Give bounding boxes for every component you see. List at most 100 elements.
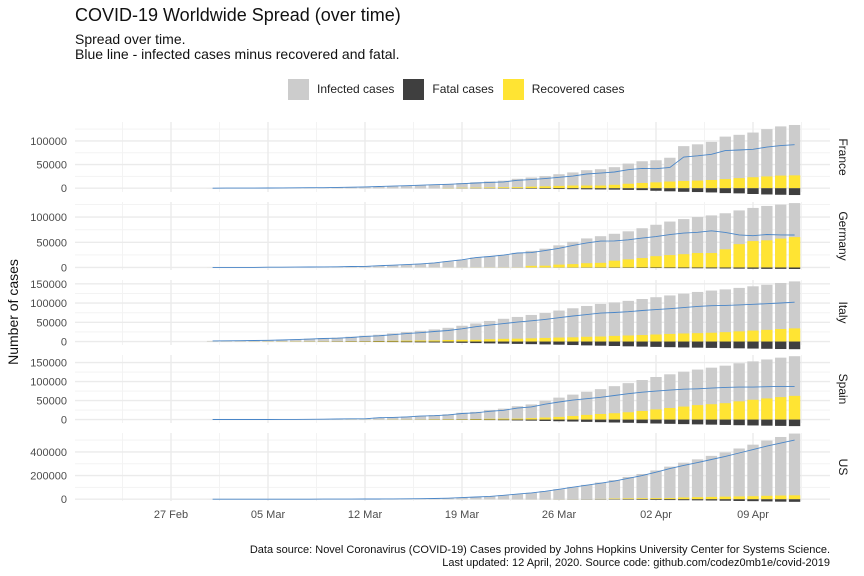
y-tick-label: 150000 xyxy=(30,358,67,370)
bar-recovered xyxy=(733,331,745,342)
bar-infected xyxy=(581,305,593,342)
bar-recovered xyxy=(761,176,773,189)
bar-fatal xyxy=(650,267,662,269)
bar-infected xyxy=(705,367,718,420)
bar-infected xyxy=(664,466,676,500)
bar-infected xyxy=(511,252,524,268)
bar-fatal xyxy=(581,188,593,190)
y-tick-label: 100000 xyxy=(30,136,67,148)
legend-label-fatal: Fatal cases xyxy=(432,82,494,96)
bar-recovered xyxy=(719,249,731,268)
bar-fatal xyxy=(650,341,662,347)
legend-label-recovered: Recovered cases xyxy=(531,82,625,96)
bar-infected xyxy=(442,414,454,420)
bar-fatal xyxy=(594,188,607,190)
bar-fatal xyxy=(525,419,537,421)
bar-infected xyxy=(428,415,440,420)
bar-fatal xyxy=(664,267,676,269)
legend-item-infected: Infected cases xyxy=(288,78,395,100)
bar-recovered xyxy=(719,403,731,420)
facet-panel-us: 0 200000 400000 US xyxy=(30,433,850,506)
bar-recovered xyxy=(719,179,731,189)
bar-fatal xyxy=(678,341,690,348)
caption-data-source: Data source: Novel Coronavirus (COVID-19… xyxy=(249,544,830,556)
bar-recovered xyxy=(539,265,551,268)
bar-infected xyxy=(622,383,634,420)
active-cases-line xyxy=(212,385,795,420)
bar-infected xyxy=(442,498,454,500)
bar-infected xyxy=(581,484,593,500)
bar-infected xyxy=(622,163,634,189)
bar-infected xyxy=(317,338,330,342)
bar-infected xyxy=(262,340,274,342)
bar-infected xyxy=(775,357,787,420)
bar-infected xyxy=(511,494,524,500)
bar-recovered xyxy=(636,182,648,189)
bar-infected xyxy=(705,455,718,500)
bar-fatal xyxy=(678,419,690,425)
x-tick-label: 02 Apr xyxy=(640,509,672,521)
bar-infected xyxy=(705,215,718,268)
bar-recovered xyxy=(650,498,662,500)
bar-fatal xyxy=(788,188,801,196)
bar-infected xyxy=(719,213,731,268)
bar-infected xyxy=(414,185,427,189)
bar-recovered xyxy=(400,340,413,342)
bar-recovered xyxy=(470,418,482,420)
legend-label-infected: Infected cases xyxy=(317,82,395,96)
bar-infected xyxy=(705,141,718,189)
bar-infected xyxy=(497,254,510,268)
bar-fatal xyxy=(691,341,704,348)
bar-recovered xyxy=(733,496,745,500)
bar-infected xyxy=(761,359,773,420)
bar-infected xyxy=(359,266,371,268)
facet-strip-label-germany: Germany xyxy=(836,211,850,260)
bar-fatal xyxy=(691,267,704,269)
bar-infected xyxy=(456,412,468,420)
bar-recovered xyxy=(705,179,718,189)
bar-infected xyxy=(497,180,510,189)
bar-recovered xyxy=(567,337,579,342)
bar-infected xyxy=(470,182,482,189)
bar-recovered xyxy=(678,180,690,189)
bar-fatal xyxy=(788,267,801,270)
bar-infected xyxy=(428,262,440,268)
bar-recovered xyxy=(664,333,676,342)
bar-recovered xyxy=(691,253,704,268)
bar-fatal xyxy=(705,419,718,425)
bar-infected xyxy=(290,339,302,342)
bar-infected xyxy=(719,136,731,189)
bar-recovered xyxy=(594,336,607,342)
bar-infected xyxy=(691,459,704,500)
bar-infected xyxy=(373,186,385,189)
bar-fatal xyxy=(691,419,704,425)
x-tick-label: 26 Mar xyxy=(542,509,577,521)
bar-fatal xyxy=(581,419,593,422)
bar-infected xyxy=(303,338,316,342)
bar-infected xyxy=(594,389,607,420)
bar-fatal xyxy=(511,341,524,344)
bar-recovered xyxy=(678,254,690,268)
bar-fatal xyxy=(622,341,634,347)
bar-recovered xyxy=(581,336,593,342)
bar-infected xyxy=(678,293,690,342)
bar-recovered xyxy=(650,409,662,420)
bar-fatal xyxy=(788,499,801,502)
bar-infected xyxy=(594,169,607,189)
bar-fatal xyxy=(775,188,787,195)
bar-recovered xyxy=(553,264,565,268)
bar-infected xyxy=(553,245,565,268)
bar-infected xyxy=(581,170,593,189)
bar-recovered xyxy=(775,238,787,268)
bar-infected xyxy=(387,186,399,189)
bar-fatal xyxy=(650,419,662,424)
bar-infected xyxy=(567,308,579,342)
facet-strip-label-italy: Italy xyxy=(836,301,850,323)
bar-recovered xyxy=(608,260,621,268)
bar-infected xyxy=(567,172,579,189)
bar-infected xyxy=(400,416,413,420)
bar-recovered xyxy=(678,333,690,342)
y-tick-label: 50000 xyxy=(36,317,67,329)
bar-recovered xyxy=(525,338,537,342)
bar-infected xyxy=(400,264,413,268)
